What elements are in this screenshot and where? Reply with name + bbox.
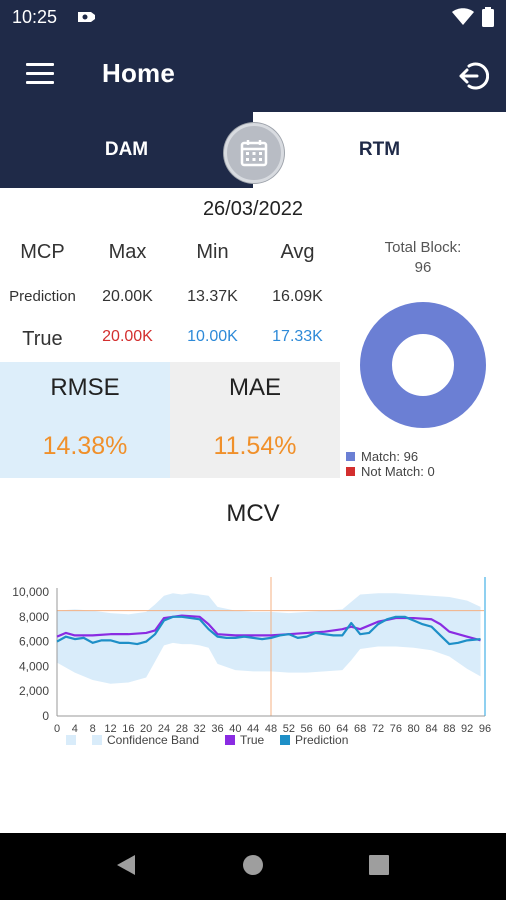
x-tick-label: 88 (443, 723, 455, 735)
x-tick-label: 20 (140, 723, 152, 735)
cast-icon (76, 9, 96, 30)
x-tick-label: 72 (372, 723, 384, 735)
x-tick-label: 92 (461, 723, 473, 735)
x-tick-label: 12 (104, 723, 116, 735)
x-tick-label: 36 (211, 723, 223, 735)
legend-match-label: Match: 96 (361, 449, 419, 464)
total-block: Total Block: 96 (350, 238, 496, 278)
prediction-label: Prediction (9, 288, 76, 305)
x-tick-label: 32 (194, 723, 206, 735)
prediction-max: 20.00K (102, 288, 153, 305)
selected-date: 26/03/2022 (202, 198, 304, 220)
legend-not-match-label: Not Match: 0 (361, 464, 435, 479)
rmse-card: RMSE 14.38% (0, 362, 170, 478)
legend-not-match: Not Match: 0 (346, 464, 435, 479)
y-tick-label: 4,000 (19, 659, 49, 673)
legend-swatch (66, 735, 76, 745)
x-tick-label: 52 (283, 723, 295, 735)
x-tick-label: 28 (176, 723, 188, 735)
back-icon[interactable] (115, 853, 137, 882)
series-line-true (56, 614, 481, 642)
legend-label: Prediction (295, 733, 348, 747)
donut-legend: Match: 96 Not Match: 0 (346, 449, 435, 479)
x-tick-label: 76 (390, 723, 402, 735)
true-avg: 17.33K (272, 328, 323, 345)
menu-icon[interactable] (26, 63, 54, 85)
rmse-value: 14.38% (42, 432, 128, 460)
rmse-label: RMSE (50, 374, 120, 401)
status-time: 10:25 (12, 7, 58, 27)
x-tick-label: 84 (425, 723, 437, 735)
legend-not-match-swatch (346, 467, 355, 476)
x-tick-label: 96 (479, 723, 491, 735)
x-tick-label: 80 (408, 723, 420, 735)
x-tick-label: 44 (247, 723, 259, 735)
x-tick-label: 8 (90, 723, 96, 735)
y-tick-label: 0 (42, 709, 49, 723)
recents-icon[interactable] (369, 855, 389, 880)
x-tick-label: 64 (336, 723, 348, 735)
market-tabs: DAM RTM (0, 112, 506, 188)
x-tick-label: 56 (301, 723, 313, 735)
total-block-value: 96 (414, 259, 432, 276)
page-title: Home (102, 58, 176, 88)
header-max: Max (108, 241, 147, 263)
logout-icon[interactable] (457, 61, 490, 96)
x-tick-label: 48 (265, 723, 277, 735)
stats-true-row: True 20.00K 10.00K 17.33K (0, 328, 340, 364)
y-tick-label: 8,000 (19, 610, 49, 624)
header-mcp: MCP (20, 241, 65, 263)
stats-header-row: MCP Max Min Avg (0, 241, 340, 277)
prediction-avg: 16.09K (272, 288, 323, 305)
legend-match-swatch (346, 452, 355, 461)
status-bar: 10:25 (0, 0, 506, 34)
x-tick-label: 24 (158, 723, 170, 735)
mae-card: MAE 11.54% (170, 362, 340, 478)
mae-value: 11.54% (213, 432, 297, 460)
total-block-label: Total Block: (384, 239, 462, 256)
chart-title: MCV (226, 500, 280, 527)
legend-label: Confidence Band (107, 733, 199, 747)
series-line-prediction (56, 615, 481, 646)
true-label: True (22, 328, 63, 350)
battery-icon (482, 7, 494, 32)
y-tick-label: 10,000 (12, 585, 49, 599)
mae-label: MAE (228, 374, 281, 401)
header-min: Min (196, 241, 229, 263)
prediction-min: 13.37K (187, 288, 238, 305)
x-tick-label: 60 (318, 723, 330, 735)
app-bar: Home (0, 34, 506, 112)
legend-label: True (240, 733, 265, 747)
y-tick-label: 2,000 (19, 684, 49, 698)
legend-swatch (280, 735, 290, 745)
tab-rtm[interactable]: RTM (253, 112, 506, 188)
header-avg: Avg (280, 241, 315, 263)
true-max: 20.00K (102, 328, 153, 345)
x-tick-label: 68 (354, 723, 366, 735)
donut-match-slice (360, 302, 486, 428)
x-tick-label: 4 (72, 723, 78, 735)
x-tick-label: 40 (229, 723, 241, 735)
x-tick-label: 16 (122, 723, 134, 735)
stats-prediction-row: Prediction 20.00K 13.37K 16.09K (0, 288, 340, 324)
y-tick-label: 6,000 (19, 635, 49, 649)
calendar-button[interactable] (224, 123, 284, 183)
system-nav-bar (0, 833, 506, 900)
legend-swatch (225, 735, 235, 745)
tab-dam[interactable]: DAM (0, 112, 253, 188)
wifi-icon (452, 8, 474, 31)
x-tick-label: 0 (54, 723, 60, 735)
legend-swatch (92, 735, 102, 745)
match-donut-chart (360, 302, 486, 428)
true-min: 10.00K (187, 328, 238, 345)
calendar-icon (240, 140, 268, 167)
home-icon[interactable] (242, 854, 264, 881)
legend-match: Match: 96 (346, 449, 435, 464)
